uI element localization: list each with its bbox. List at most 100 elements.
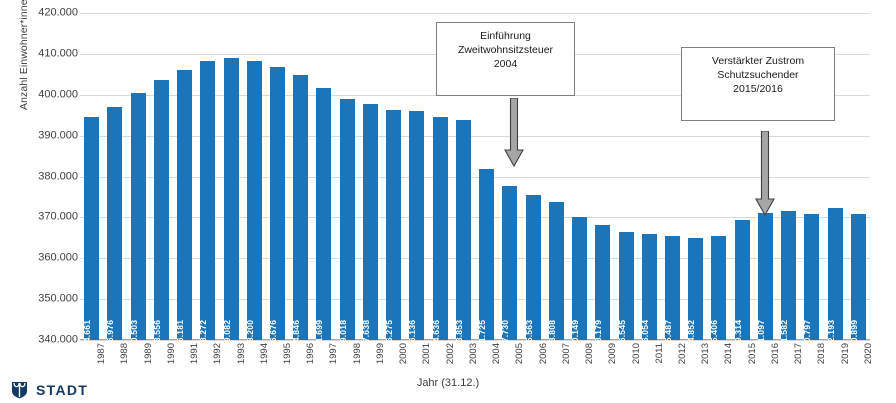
x-axis-tick-label: 2017 — [792, 343, 804, 365]
bar[interactable]: 401.699 — [314, 87, 331, 352]
gridline — [80, 176, 870, 178]
bar[interactable]: 409.082 — [222, 57, 239, 352]
x-axis-tick-label: 2016 — [769, 343, 781, 365]
y-axis-tick-label: 420.000 — [38, 6, 78, 19]
bar[interactable]: 396.136 — [407, 110, 424, 352]
bar[interactable]: 365.487 — [663, 235, 680, 352]
x-axis-tick-label: 2012 — [676, 343, 688, 365]
x-axis-tick-label: 2011 — [653, 343, 665, 364]
y-axis-tick-label: 350.000 — [38, 292, 78, 305]
x-axis-tick-label: 1994 — [258, 343, 270, 365]
x-axis-tick-label: 1996 — [304, 343, 316, 365]
bar[interactable]: 366.545 — [617, 231, 634, 352]
bar[interactable]: 397.638 — [361, 104, 378, 352]
y-axis-tick-label: 400.000 — [38, 88, 78, 101]
x-axis-tick-label: 2014 — [722, 343, 734, 365]
x-axis-tick-label: 2019 — [839, 343, 851, 365]
x-axis-tick-label: 1989 — [142, 343, 154, 365]
bar[interactable]: 408.200 — [245, 61, 262, 352]
bar[interactable]: 365.406 — [709, 236, 726, 352]
bar[interactable]: 400.503 — [129, 92, 146, 352]
annotation-line: Schutzsuchender — [717, 68, 799, 81]
x-axis-tick-label: 2013 — [699, 343, 711, 365]
annotation-arrow-down-icon — [755, 131, 775, 217]
x-axis-tick-label: 1997 — [327, 343, 339, 365]
bar[interactable]: 396.275 — [384, 109, 401, 352]
y-axis-tick-label: 340.000 — [38, 333, 78, 346]
y-axis-ticks: 420.000 410.000 400.000 390.000 380.000 370.0… — [10, 0, 78, 403]
bar[interactable]: 370.797 — [802, 214, 819, 352]
annotation-zweitwohnsitzsteuer: Einführung Zweitwohnsitzsteuer 2004 — [436, 22, 575, 96]
y-axis-tick-label: 410.000 — [38, 47, 78, 60]
bar[interactable]: 406.676 — [268, 67, 285, 352]
bar[interactable]: 403.556 — [152, 80, 169, 352]
bar[interactable]: 377.730 — [500, 185, 517, 352]
bar[interactable]: 364.852 — [686, 238, 703, 352]
x-axis-tick-label: 2015 — [746, 343, 758, 365]
bar[interactable]: 381.725 — [477, 169, 494, 352]
x-axis-tick-label: 2009 — [606, 343, 618, 365]
bar[interactable]: 394.661 — [82, 116, 99, 352]
shield-icon — [11, 381, 28, 399]
y-axis-tick-label: 360.000 — [38, 251, 78, 264]
gridline — [80, 258, 870, 260]
bar[interactable]: 408.272 — [198, 60, 215, 352]
annotation-line: Einführung — [480, 30, 531, 42]
x-axis-tick-label: 2008 — [583, 343, 595, 365]
gridline — [80, 13, 870, 14]
bar[interactable]: 370.149 — [570, 216, 587, 352]
bar[interactable]: 393.853 — [454, 119, 471, 352]
bar[interactable]: 394.636 — [431, 116, 448, 352]
annotation-line: 2004 — [493, 57, 518, 70]
x-axis-tick-label: 2010 — [630, 343, 642, 365]
x-axis-tick-label: 1991 — [188, 343, 200, 365]
x-axis-tick-label: 2000 — [397, 343, 409, 365]
x-axis-tick-label: 1998 — [351, 343, 363, 365]
annotation-line: Zweitwohnsitzsteuer — [457, 43, 554, 56]
x-axis-tick-label: 2020 — [862, 343, 874, 365]
x-axis-tick-label: 2002 — [444, 343, 456, 365]
gridline — [80, 299, 870, 301]
x-axis-tick-label: 2001 — [420, 343, 432, 365]
x-axis-line — [80, 339, 870, 340]
annotation-line: 2015/2016 — [733, 82, 783, 95]
annotation-line: Verstärkter Zustrom — [711, 55, 805, 67]
gridline — [80, 217, 870, 219]
plot-area: 394.661 396.976 400.503 403.556 406.181 408.2… — [80, 13, 870, 352]
annotation-arrow-down-icon — [504, 98, 524, 168]
x-axis-tick-label: 2003 — [467, 343, 479, 365]
bar[interactable]: 368.179 — [593, 224, 610, 352]
bar[interactable]: 370.899 — [849, 213, 866, 352]
bar[interactable]: 399.018 — [338, 98, 355, 352]
bar[interactable]: 372.193 — [826, 208, 843, 352]
y-axis-tick-label: 370.000 — [38, 210, 78, 223]
bar[interactable]: 406.181 — [175, 69, 192, 352]
bar[interactable]: 404.846 — [291, 74, 308, 352]
bar[interactable]: 375.563 — [524, 194, 541, 352]
x-axis-tick-label: 1993 — [235, 343, 247, 365]
bar[interactable]: 371.097 — [756, 212, 773, 352]
bar[interactable]: 371.582 — [779, 210, 796, 352]
x-axis-tick-label: 2007 — [560, 343, 572, 365]
x-axis-tick-label: 1988 — [118, 343, 130, 365]
x-axis-tick-label: 2005 — [513, 343, 525, 365]
gridline — [80, 340, 870, 341]
bar[interactable]: 396.976 — [105, 107, 122, 352]
logo-text: STADT — [36, 381, 89, 398]
bar[interactable]: 373.808 — [547, 201, 564, 352]
x-axis-tick-label: 1990 — [165, 343, 177, 365]
y-axis-tick-label: 380.000 — [38, 170, 78, 182]
bar-series: 394.661 396.976 400.503 403.556 406.181 408.2… — [80, 13, 870, 352]
x-axis-ticks: 1987 1988 1989 1990 1991 1992 1993 1994 1995 1996… — [80, 343, 874, 377]
bar[interactable]: 366.054 — [640, 233, 657, 352]
annotation-schutzsuchende: Verstärkter Zustrom Schutzsuchender 2015… — [681, 47, 835, 121]
gridline — [80, 135, 870, 137]
bar[interactable]: 369.314 — [733, 220, 750, 352]
y-axis-tick-label: 390.000 — [38, 129, 78, 142]
x-axis-tick-label: 1999 — [374, 343, 386, 365]
x-axis-tick-label: 2004 — [490, 343, 502, 365]
stadt-logo: STADT — [10, 380, 88, 399]
x-axis-tick-label: 1987 — [95, 343, 107, 365]
x-axis-tick-label: 2018 — [815, 343, 827, 365]
